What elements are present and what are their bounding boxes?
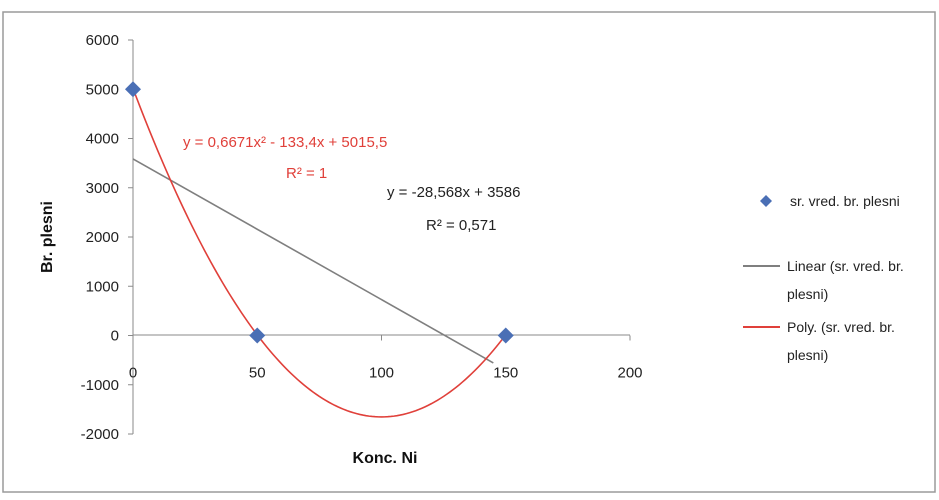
y-tick-label: 3000 (86, 180, 119, 197)
y-ticks: 6000 5000 4000 3000 2000 1000 0 -1000 -2000 (81, 32, 133, 443)
y-tick-label: -2000 (81, 426, 119, 443)
y-tick-label: 2000 (86, 229, 119, 246)
linear-trendline (132, 158, 494, 364)
x-ticks: 0 50 100 150 200 (129, 335, 643, 382)
x-tick-label: 50 (249, 365, 266, 382)
legend: sr. vred. br. plesni Linear (sr. vred. b… (743, 193, 904, 363)
linear-r2: R² = 0,571 (426, 217, 496, 234)
poly-trendline (132, 88, 507, 418)
legend-label-poly-line2: plesni) (787, 347, 828, 363)
x-axis-title: Konc. Ni (353, 450, 418, 467)
linear-equation: y = -28,568x + 3586 (387, 184, 520, 201)
legend-label-series: sr. vred. br. plesni (790, 193, 900, 209)
x-tick-label: 0 (129, 365, 137, 382)
x-tick-label: 200 (617, 365, 642, 382)
legend-label-linear-line2: plesni) (787, 286, 828, 302)
data-point (249, 327, 266, 344)
legend-label-linear-line1: Linear (sr. vred. br. (787, 258, 904, 274)
data-points (125, 81, 514, 344)
data-point (125, 81, 141, 98)
trendlines (132, 88, 507, 418)
y-tick-label: 5000 (86, 81, 119, 98)
y-tick-label: 4000 (86, 131, 119, 148)
y-tick-label: 6000 (86, 32, 119, 49)
legend-marker-diamond (760, 195, 772, 207)
y-tick-label: -1000 (81, 377, 119, 394)
data-point (497, 327, 514, 344)
chart-border (2, 11, 936, 493)
legend-label-poly-line1: Poly. (sr. vred. br. (787, 319, 895, 335)
poly-equation: y = 0,6671x² - 133,4x + 5015,5 (183, 134, 387, 151)
y-axis-title: Br. plesni (39, 201, 56, 273)
x-tick-label: 150 (493, 365, 518, 382)
y-tick-label: 0 (111, 328, 119, 345)
x-tick-label: 100 (369, 365, 394, 382)
poly-r2: R² = 1 (286, 165, 327, 182)
y-tick-label: 1000 (86, 278, 119, 295)
